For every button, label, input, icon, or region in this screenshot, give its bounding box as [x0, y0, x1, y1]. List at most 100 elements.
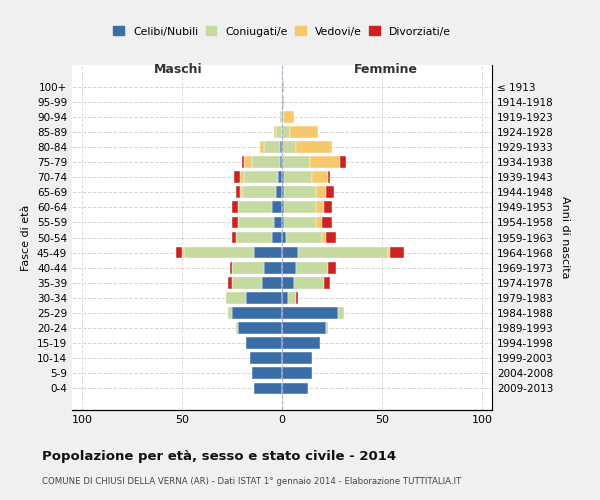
Bar: [232, 216, 238, 228]
Bar: [282, 382, 308, 394]
Bar: [326, 322, 328, 334]
Bar: [316, 186, 326, 198]
Bar: [236, 186, 240, 198]
Bar: [282, 352, 312, 364]
Bar: [286, 232, 322, 243]
Bar: [232, 202, 238, 213]
Bar: [232, 307, 282, 319]
Bar: [182, 246, 184, 258]
Bar: [240, 171, 244, 183]
Y-axis label: Anni di nascita: Anni di nascita: [560, 196, 570, 279]
Bar: [280, 111, 282, 122]
Bar: [264, 141, 280, 153]
Bar: [184, 246, 254, 258]
Text: Femmine: Femmine: [354, 63, 418, 76]
Bar: [280, 141, 282, 153]
Bar: [238, 202, 272, 213]
Bar: [328, 262, 336, 274]
Bar: [284, 186, 316, 198]
Bar: [340, 156, 346, 168]
Bar: [236, 232, 272, 243]
Bar: [324, 202, 332, 213]
Bar: [242, 186, 276, 198]
Bar: [276, 126, 282, 138]
Bar: [288, 292, 296, 304]
Text: Popolazione per età, sesso e stato civile - 2014: Popolazione per età, sesso e stato civil…: [42, 450, 396, 463]
Bar: [316, 202, 324, 213]
Bar: [328, 171, 330, 183]
Bar: [264, 262, 282, 274]
Bar: [282, 307, 338, 319]
Bar: [274, 126, 276, 138]
Bar: [232, 277, 262, 288]
Bar: [322, 232, 326, 243]
Bar: [282, 277, 294, 288]
Bar: [238, 216, 274, 228]
Bar: [296, 292, 298, 304]
Bar: [326, 232, 336, 243]
Bar: [282, 171, 284, 183]
Bar: [326, 186, 334, 198]
Bar: [228, 277, 232, 288]
Bar: [246, 338, 282, 349]
Bar: [282, 202, 284, 213]
Bar: [290, 126, 318, 138]
Bar: [250, 352, 282, 364]
Bar: [244, 156, 252, 168]
Bar: [338, 307, 344, 319]
Bar: [230, 262, 232, 274]
Bar: [282, 156, 310, 168]
Bar: [278, 171, 282, 183]
Bar: [324, 277, 330, 288]
Bar: [240, 186, 242, 198]
Bar: [260, 141, 264, 153]
Bar: [284, 216, 316, 228]
Bar: [282, 292, 288, 304]
Bar: [226, 292, 246, 304]
Bar: [176, 246, 182, 258]
Bar: [262, 277, 282, 288]
Bar: [296, 262, 328, 274]
Bar: [236, 322, 238, 334]
Bar: [282, 338, 320, 349]
Bar: [282, 322, 326, 334]
Bar: [298, 246, 388, 258]
Bar: [282, 111, 284, 122]
Bar: [296, 141, 332, 153]
Bar: [282, 216, 284, 228]
Text: Maschi: Maschi: [154, 63, 202, 76]
Bar: [244, 171, 278, 183]
Bar: [234, 171, 240, 183]
Bar: [272, 232, 282, 243]
Bar: [252, 368, 282, 379]
Bar: [280, 156, 282, 168]
Bar: [294, 277, 324, 288]
Bar: [282, 232, 286, 243]
Bar: [322, 216, 332, 228]
Bar: [282, 141, 296, 153]
Legend: Celibi/Nubili, Coniugati/e, Vedovi/e, Divorziati/e: Celibi/Nubili, Coniugati/e, Vedovi/e, Di…: [109, 22, 455, 41]
Bar: [282, 262, 296, 274]
Text: COMUNE DI CHIUSI DELLA VERNA (AR) - Dati ISTAT 1° gennaio 2014 - Elaborazione TU: COMUNE DI CHIUSI DELLA VERNA (AR) - Dati…: [42, 478, 461, 486]
Y-axis label: Fasce di età: Fasce di età: [22, 204, 31, 270]
Bar: [282, 126, 290, 138]
Bar: [252, 156, 280, 168]
Bar: [246, 292, 282, 304]
Bar: [254, 382, 282, 394]
Bar: [282, 96, 284, 108]
Bar: [232, 262, 264, 274]
Bar: [312, 171, 328, 183]
Bar: [238, 322, 282, 334]
Bar: [284, 171, 312, 183]
Bar: [232, 232, 236, 243]
Bar: [282, 80, 284, 92]
Bar: [276, 186, 282, 198]
Bar: [388, 246, 390, 258]
Bar: [228, 307, 232, 319]
Bar: [282, 368, 312, 379]
Bar: [284, 202, 316, 213]
Bar: [274, 216, 282, 228]
Bar: [272, 202, 282, 213]
Bar: [242, 156, 244, 168]
Bar: [282, 186, 284, 198]
